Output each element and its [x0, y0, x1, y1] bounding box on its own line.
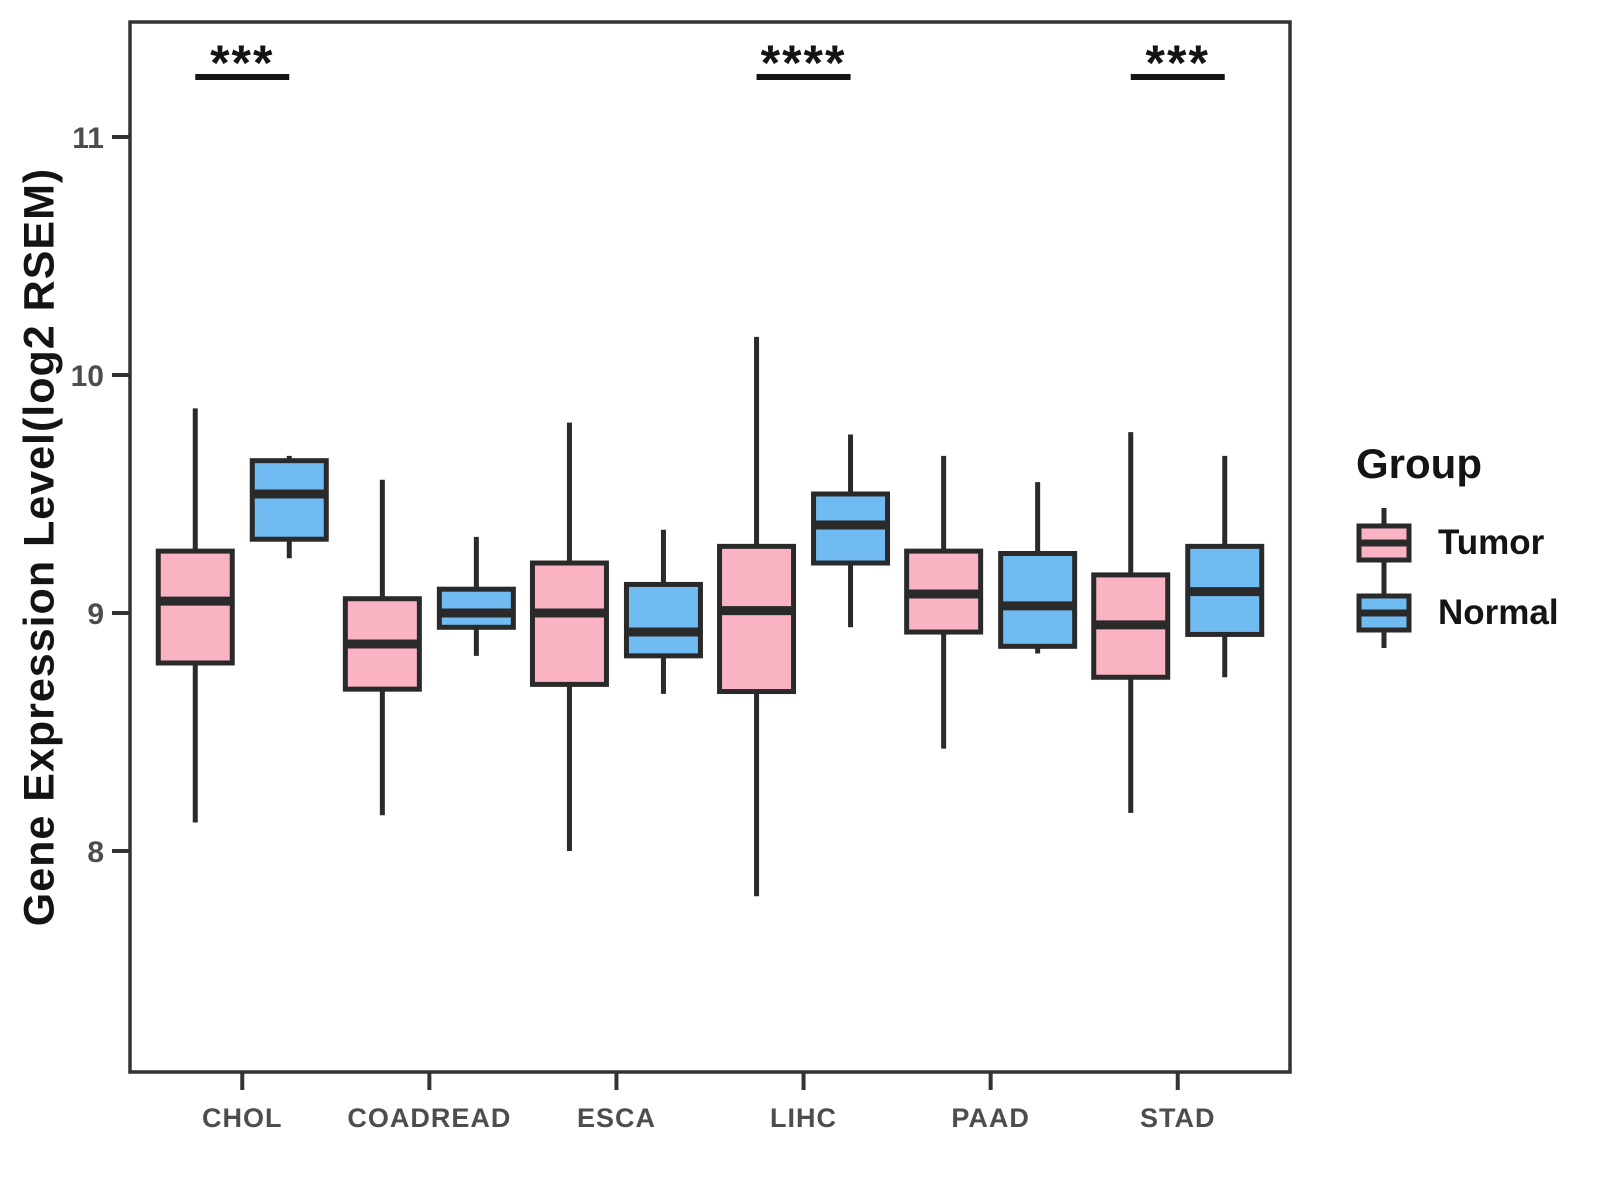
box-tumor-chol — [155, 548, 235, 666]
legend-label-tumor: Tumor — [1438, 523, 1545, 562]
x-tick-label-chol: CHOL — [202, 1103, 283, 1133]
box-normal-esca — [623, 581, 703, 659]
legend-label-normal: Normal — [1438, 593, 1559, 632]
y-tick-label: 11 — [72, 122, 104, 155]
box-tumor-esca — [529, 560, 609, 687]
x-tick-label-paad: PAAD — [951, 1103, 1030, 1133]
legend: Group Tumor Normal — [1356, 438, 1596, 648]
box-tumor-lihc — [717, 543, 797, 695]
x-tick-label-esca: ESCA — [577, 1103, 656, 1133]
legend-entry-tumor: Tumor — [1356, 508, 1596, 578]
x-tick-label-stad: STAD — [1140, 1103, 1216, 1133]
significance-stars-stad: *** — [1146, 35, 1210, 91]
y-tick-label: 9 — [87, 598, 104, 631]
legend-title: Group — [1356, 440, 1482, 487]
x-tick-label-coadread: COADREAD — [347, 1103, 511, 1133]
plot-panel — [128, 20, 1292, 1074]
normal-boxplot-key-icon — [1356, 578, 1412, 648]
y-tick-label: 8 — [87, 836, 104, 869]
y-tick-label: 10 — [71, 360, 104, 393]
box-normal-coadread — [436, 586, 516, 630]
significance-bar-stad — [1130, 74, 1225, 80]
tumor-boxplot-key-icon — [1356, 508, 1412, 578]
legend-entry-normal: Normal — [1356, 578, 1596, 648]
significance-stars-lihc: **** — [761, 35, 847, 91]
significance-bar-chol — [195, 74, 290, 80]
y-axis-title: Gene Expression Level(log2 RSEM) — [15, 167, 64, 927]
x-tick-label-lihc: LIHC — [770, 1103, 837, 1133]
significance-stars-chol: *** — [210, 35, 274, 91]
significance-bar-lihc — [756, 74, 851, 80]
box-normal-paad — [998, 551, 1078, 649]
box-normal-chol — [249, 458, 329, 542]
